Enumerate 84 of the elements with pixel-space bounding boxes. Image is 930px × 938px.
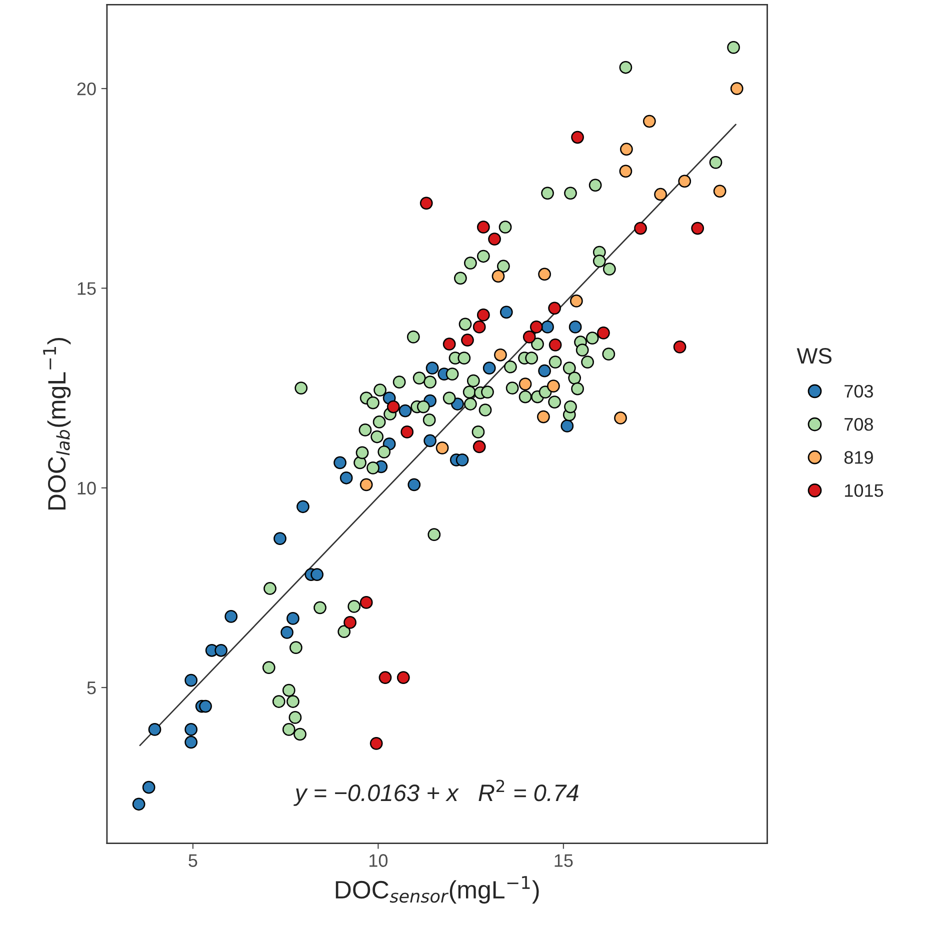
point xyxy=(494,348,507,362)
y-axis-title: DOC$_{lab}$(mgL$^{−1}$) xyxy=(43,338,71,510)
point xyxy=(224,610,238,623)
x-tick-label: 15 xyxy=(554,854,573,867)
x-tick-label: 5 xyxy=(188,854,198,867)
point xyxy=(184,674,198,687)
x-axis-title: DOC$_{sensor}$(mgL$^{−1}$) xyxy=(336,876,539,904)
point xyxy=(476,308,490,322)
point xyxy=(360,478,373,492)
point xyxy=(538,364,551,378)
point xyxy=(570,294,583,308)
point xyxy=(654,188,667,201)
point xyxy=(274,532,286,546)
point xyxy=(560,420,574,432)
point xyxy=(148,723,162,736)
legend-label: 703 xyxy=(844,384,873,398)
point xyxy=(199,700,212,713)
point xyxy=(286,612,300,625)
point xyxy=(548,302,561,315)
point xyxy=(340,471,353,484)
point xyxy=(538,268,551,281)
y-tick-label: 5 xyxy=(87,682,96,694)
point xyxy=(472,440,486,454)
point xyxy=(568,320,582,334)
annotation: y = −0.0163 + x R$^{2}$ = 0.74 xyxy=(294,780,578,806)
point xyxy=(518,378,532,390)
point xyxy=(396,671,410,684)
point xyxy=(386,400,400,414)
legend-label: 708 xyxy=(844,418,873,431)
point xyxy=(620,142,633,156)
point xyxy=(442,338,456,351)
point xyxy=(530,320,543,334)
legend-title: WS xyxy=(796,348,832,364)
point xyxy=(400,426,414,438)
point xyxy=(547,380,560,392)
point xyxy=(713,184,726,198)
point xyxy=(370,736,383,750)
point xyxy=(673,340,686,354)
point xyxy=(456,453,469,466)
point xyxy=(378,671,392,684)
point xyxy=(310,568,324,581)
point xyxy=(597,326,610,340)
point xyxy=(541,320,554,334)
x-tick-label: 10 xyxy=(370,854,388,867)
point xyxy=(571,130,584,144)
point xyxy=(461,334,474,347)
point xyxy=(184,723,198,736)
legend-label: 1015 xyxy=(845,484,884,497)
point xyxy=(398,404,412,418)
point xyxy=(476,220,490,234)
point xyxy=(678,174,692,188)
point xyxy=(214,644,228,657)
point xyxy=(280,626,294,639)
point xyxy=(548,338,562,352)
point xyxy=(537,410,550,424)
legend-label: 819 xyxy=(844,451,873,464)
point xyxy=(344,616,356,629)
point xyxy=(451,398,464,410)
point xyxy=(334,456,346,470)
point xyxy=(426,362,439,375)
point xyxy=(482,362,496,375)
point xyxy=(408,478,421,492)
point xyxy=(472,320,486,334)
point xyxy=(424,434,436,448)
point xyxy=(614,412,627,424)
y-tick-label: 15 xyxy=(78,282,96,295)
y-tick-label: 10 xyxy=(78,482,96,495)
point xyxy=(522,330,536,344)
point xyxy=(296,500,310,514)
point xyxy=(142,780,156,794)
y-tick-label: 20 xyxy=(77,82,96,96)
point xyxy=(730,82,744,95)
point xyxy=(619,164,632,178)
point xyxy=(492,270,505,283)
point xyxy=(500,306,513,319)
point xyxy=(360,596,373,609)
point xyxy=(642,114,656,128)
point xyxy=(691,222,704,235)
point xyxy=(488,232,501,246)
point xyxy=(420,196,433,210)
point xyxy=(634,222,647,235)
point xyxy=(436,442,449,454)
point xyxy=(132,798,146,811)
point xyxy=(184,736,198,749)
